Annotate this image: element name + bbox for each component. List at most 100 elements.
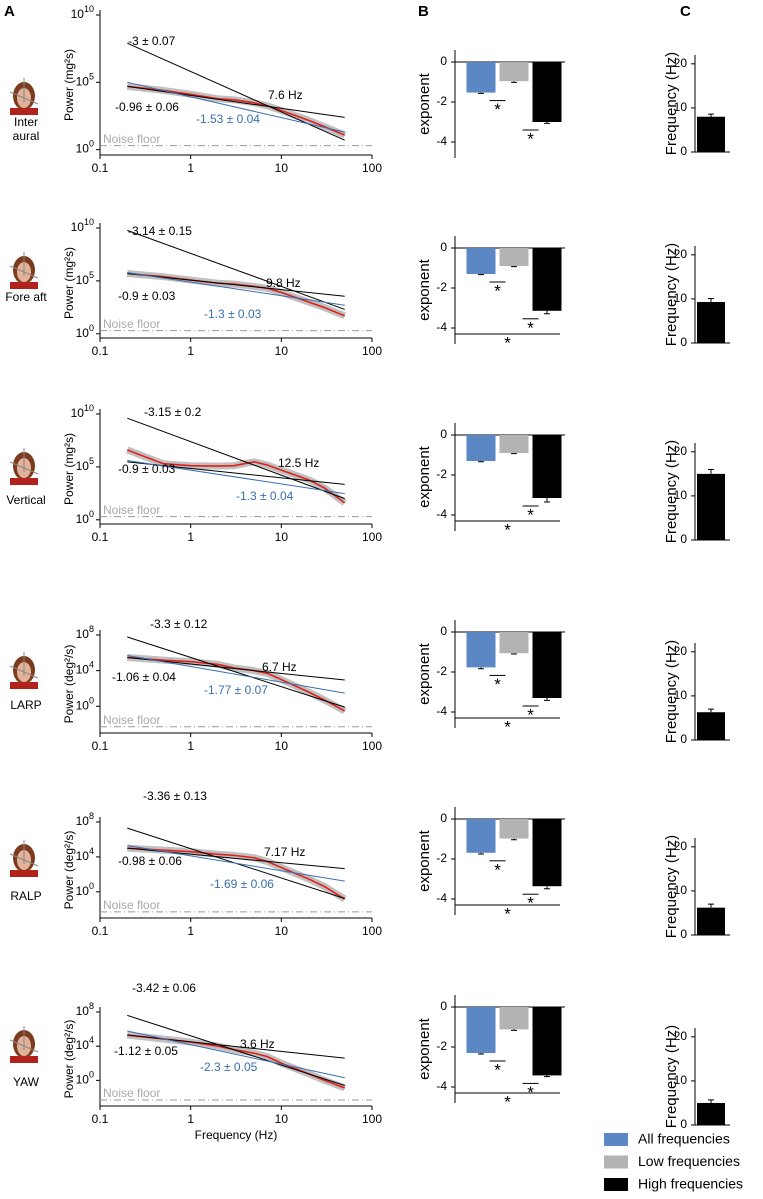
annotation: -1.06 ± 0.04 xyxy=(112,670,176,684)
error-bar xyxy=(708,297,714,302)
head-label: RALP xyxy=(10,889,42,903)
y-tick-label: 105 xyxy=(76,72,94,89)
bar xyxy=(466,435,496,461)
error-bar xyxy=(544,698,550,701)
y-tick-label: -2 xyxy=(436,1039,447,1053)
noise-floor-label: Noise floor xyxy=(103,898,160,912)
legend-label: High frequencies xyxy=(638,1176,743,1192)
annotation: -0.9 ± 0.03 xyxy=(118,289,176,303)
head-shoulders xyxy=(10,870,38,877)
y-tick-label: 1010 xyxy=(71,403,94,420)
y-tick-label: 0 xyxy=(440,427,447,441)
error-bar xyxy=(511,453,517,455)
y-tick-label: 0 xyxy=(440,999,447,1013)
head-icon xyxy=(9,652,39,689)
error-bar xyxy=(511,653,517,655)
y-tick-label: -2 xyxy=(436,467,447,481)
x-tick-label: 1 xyxy=(187,1112,194,1126)
y-axis-label: Frequency (Hz) xyxy=(663,440,680,543)
error-bar xyxy=(708,113,714,117)
fit-line xyxy=(127,656,345,681)
fit-line xyxy=(127,1014,345,1086)
y-tick-label: -4 xyxy=(436,704,447,718)
y-tick-label: 104 xyxy=(76,660,94,677)
head-shoulders xyxy=(10,1056,38,1063)
y-axis-label: Frequency (Hz) xyxy=(663,835,680,938)
bar xyxy=(499,62,529,82)
y-tick-exponent: 8 xyxy=(89,811,94,821)
y-axis-label: Frequency (Hz) xyxy=(663,243,680,346)
y-axis-label: exponent xyxy=(416,829,433,892)
x-tick-label: 100 xyxy=(362,739,382,753)
head-shoulders xyxy=(10,108,38,115)
y-tick-exponent: 0 xyxy=(89,509,94,519)
y-axis-label: exponent xyxy=(416,258,433,321)
noise-floor-label: Noise floor xyxy=(103,503,160,517)
spectrum-line xyxy=(127,449,346,504)
y-tick-label: 108 xyxy=(76,811,94,828)
bar xyxy=(532,819,562,887)
annotation: -3.15 ± 0.2 xyxy=(144,405,202,419)
annotation: -1.12 ± 0.05 xyxy=(114,1044,178,1058)
head-icon xyxy=(9,840,39,877)
y-tick-label: 104 xyxy=(76,1036,94,1053)
y-tick-label: 0 xyxy=(680,335,687,349)
y-axis-label: Power (deg²/s) xyxy=(62,1020,76,1099)
y-axis-label: Frequency (Hz) xyxy=(663,52,680,155)
y-tick-label: 100 xyxy=(76,1070,94,1087)
y-tick-base: 10 xyxy=(76,849,90,863)
y-tick-exponent: 10 xyxy=(84,4,94,14)
y-tick-exponent: 5 xyxy=(89,270,94,280)
annotation: -3.36 ± 0.13 xyxy=(143,789,207,803)
y-tick-exponent: 4 xyxy=(89,846,94,856)
fit-line xyxy=(127,845,345,882)
bar xyxy=(466,62,496,93)
significance-label: * xyxy=(494,1060,501,1079)
fit-line xyxy=(127,417,345,500)
y-axis-label: Power (mg²s) xyxy=(62,433,76,505)
head-shoulders xyxy=(10,478,38,485)
y-tick-label: -4 xyxy=(436,320,447,334)
significance-label: * xyxy=(527,705,534,724)
y-tick-label: 100 xyxy=(76,509,94,526)
error-bar xyxy=(511,1029,517,1031)
y-tick-label: 0 xyxy=(680,144,687,158)
annotation: -2.3 ± 0.05 xyxy=(200,1060,258,1074)
annotation: -3 ± 0.07 xyxy=(128,34,176,48)
y-axis-label: Frequency (Hz) xyxy=(663,1025,680,1128)
x-tick-label: 1 xyxy=(187,530,194,544)
x-tick-label: 0.1 xyxy=(92,1112,109,1126)
y-tick-label: 100 xyxy=(76,881,94,898)
y-tick-exponent: 10 xyxy=(84,403,94,413)
spectrum-line xyxy=(127,847,346,900)
fit-line xyxy=(127,655,345,694)
noise-floor-label: Noise floor xyxy=(103,713,160,727)
bar xyxy=(532,632,562,698)
bar xyxy=(466,632,496,668)
bar xyxy=(697,116,725,152)
error-bar xyxy=(478,274,484,276)
noise-floor-label: Noise floor xyxy=(103,1086,160,1100)
error-bar xyxy=(544,498,550,503)
bar xyxy=(697,473,725,540)
annotation: -1.77 ± 0.07 xyxy=(204,683,268,697)
bar xyxy=(499,1007,529,1030)
x-tick-label: 10 xyxy=(275,344,289,358)
y-tick-base: 10 xyxy=(76,884,90,898)
fit-line xyxy=(127,85,345,118)
y-tick-label: -4 xyxy=(436,891,447,905)
y-tick-exponent: 10 xyxy=(84,217,94,227)
significance-label: * xyxy=(504,1092,511,1111)
significance-label: * xyxy=(504,333,511,352)
legend-swatch xyxy=(604,1155,628,1169)
y-tick-label: 0 xyxy=(440,240,447,254)
y-tick-base: 10 xyxy=(71,406,85,420)
error-bar xyxy=(478,92,484,94)
error-bar xyxy=(708,468,714,474)
y-tick-base: 10 xyxy=(71,7,85,21)
y-tick-label: 0 xyxy=(440,811,447,825)
y-tick-exponent: 4 xyxy=(89,1036,94,1046)
y-tick-label: 100 xyxy=(76,139,94,156)
y-tick-exponent: 0 xyxy=(89,696,94,706)
y-tick-base: 10 xyxy=(76,459,90,473)
